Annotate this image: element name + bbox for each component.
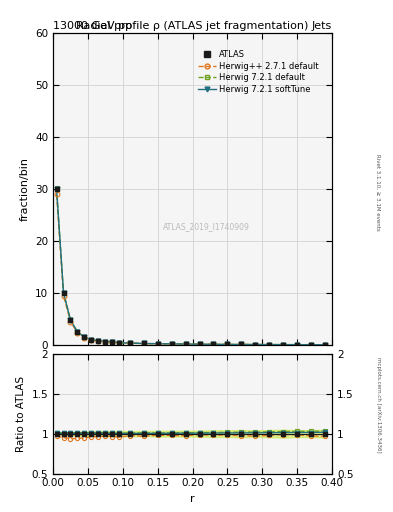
Text: Jets: Jets: [312, 20, 332, 31]
Text: Rivet 3.1.10, ≥ 3.1M events: Rivet 3.1.10, ≥ 3.1M events: [376, 154, 380, 231]
Title: Radial profile ρ (ATLAS jet fragmentation): Radial profile ρ (ATLAS jet fragmentatio…: [76, 21, 309, 31]
Text: ATLAS_2019_I1740909: ATLAS_2019_I1740909: [163, 222, 250, 231]
Y-axis label: fraction/bin: fraction/bin: [20, 157, 29, 221]
X-axis label: r: r: [190, 494, 195, 504]
Text: 13000 GeV pp: 13000 GeV pp: [53, 20, 132, 31]
Text: mcplots.cern.ch [arXiv:1306.3436]: mcplots.cern.ch [arXiv:1306.3436]: [376, 357, 380, 453]
Legend: ATLAS, Herwig++ 2.7.1 default, Herwig 7.2.1 default, Herwig 7.2.1 softTune: ATLAS, Herwig++ 2.7.1 default, Herwig 7.…: [195, 47, 322, 97]
Y-axis label: Ratio to ATLAS: Ratio to ATLAS: [16, 376, 26, 452]
